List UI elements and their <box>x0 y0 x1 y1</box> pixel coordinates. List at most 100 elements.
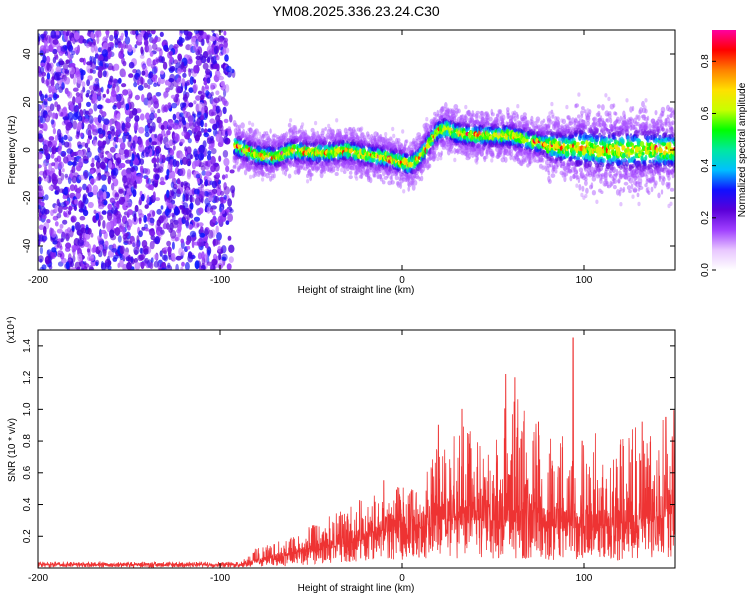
noise-cell <box>147 78 154 85</box>
noise-cell <box>114 30 118 37</box>
noise-cell <box>175 255 182 261</box>
noise-cell <box>212 55 217 65</box>
noise-cell <box>86 43 90 49</box>
noise-cell <box>132 30 137 36</box>
noise-cell <box>57 147 62 155</box>
ridge-cell <box>296 168 301 175</box>
noise-cell <box>42 144 48 151</box>
noise-cell <box>177 230 181 238</box>
ridge-cell <box>348 175 353 180</box>
noise-cell <box>135 69 141 78</box>
noise-cell <box>77 96 82 104</box>
noise-cell <box>63 134 68 141</box>
noise-cell <box>125 103 130 111</box>
noise-cell <box>211 180 218 189</box>
noise-cell <box>159 136 163 145</box>
noise-cell <box>97 54 104 62</box>
noise-cell <box>211 258 218 266</box>
noise-cell <box>62 219 68 225</box>
noise-cell <box>109 197 116 204</box>
noise-cell <box>183 66 187 73</box>
noise-cell <box>92 139 98 147</box>
noise-cell <box>102 124 106 132</box>
noise-cell <box>67 253 72 262</box>
noise-cell <box>211 210 216 216</box>
noise-cell <box>75 191 81 200</box>
ridge-cell <box>404 152 409 159</box>
noise-cell <box>62 168 65 173</box>
noise-cell <box>195 193 200 199</box>
noise-cell <box>92 38 96 46</box>
noise-cell <box>207 249 211 257</box>
noise-cell <box>182 156 188 165</box>
noise-cell <box>86 101 91 107</box>
noise-cell <box>80 89 84 98</box>
noise-cell <box>138 137 142 145</box>
noise-cell <box>74 198 78 205</box>
noise-cell <box>65 59 70 64</box>
noise-cell <box>102 93 106 98</box>
noise-cell <box>92 85 99 91</box>
noise-cell <box>101 49 108 58</box>
noise-cell <box>98 133 104 139</box>
noise-cell <box>90 232 94 238</box>
noise-cell <box>202 140 207 149</box>
noise-cell <box>108 51 111 60</box>
noise-cell <box>65 51 68 56</box>
noise-cell <box>229 114 233 123</box>
ridge-cell <box>310 161 315 166</box>
noise-cell <box>155 58 162 63</box>
noise-cell <box>220 246 224 255</box>
noise-cell <box>92 69 96 74</box>
noise-cell <box>225 174 228 179</box>
halo-cell <box>250 128 254 134</box>
noise-cell <box>92 93 98 102</box>
noise-cell <box>218 253 222 261</box>
noise-cell <box>174 236 180 242</box>
noise-cell <box>104 240 109 248</box>
noise-cell <box>58 169 62 177</box>
noise-cell <box>124 108 131 116</box>
ridge-cell <box>476 156 479 161</box>
noise-cell <box>149 230 156 237</box>
ridge-cell <box>456 108 461 114</box>
noise-cell <box>223 30 227 36</box>
ridge-cell <box>517 157 521 162</box>
noise-cell <box>215 90 220 96</box>
noise-cell <box>42 170 48 179</box>
noise-cell <box>96 94 102 102</box>
noise-cell <box>56 177 63 185</box>
halo-cell <box>294 125 298 130</box>
noise-cell <box>39 201 45 207</box>
noise-cell <box>156 116 162 124</box>
noise-cell <box>96 36 100 44</box>
noise-cell <box>47 97 53 102</box>
noise-cell <box>193 44 199 52</box>
ridge-cell <box>394 174 399 181</box>
noise-cell <box>147 100 152 108</box>
noise-cell <box>87 201 94 209</box>
noise-cell <box>225 65 232 73</box>
noise-cell <box>217 38 224 43</box>
noise-cell <box>72 120 78 130</box>
noise-cell <box>152 210 156 217</box>
noise-cell <box>119 142 126 150</box>
noise-cell <box>112 217 118 227</box>
noise-cell <box>114 38 119 46</box>
noise-cell <box>182 214 187 220</box>
noise-cell <box>102 42 109 51</box>
noise-cell <box>188 115 195 124</box>
noise-cell <box>50 153 55 159</box>
noise-cell <box>187 254 194 263</box>
noise-cell <box>65 31 69 37</box>
noise-cell <box>220 80 225 87</box>
noise-cell <box>225 165 230 173</box>
noise-cell <box>157 166 164 174</box>
noise-cell <box>57 205 63 214</box>
noise-cell <box>41 195 45 202</box>
noise-cell <box>153 254 159 260</box>
noise-cell <box>75 134 80 140</box>
noise-cell <box>144 146 151 155</box>
noise-cell <box>200 226 204 233</box>
noise-cell <box>107 212 113 221</box>
